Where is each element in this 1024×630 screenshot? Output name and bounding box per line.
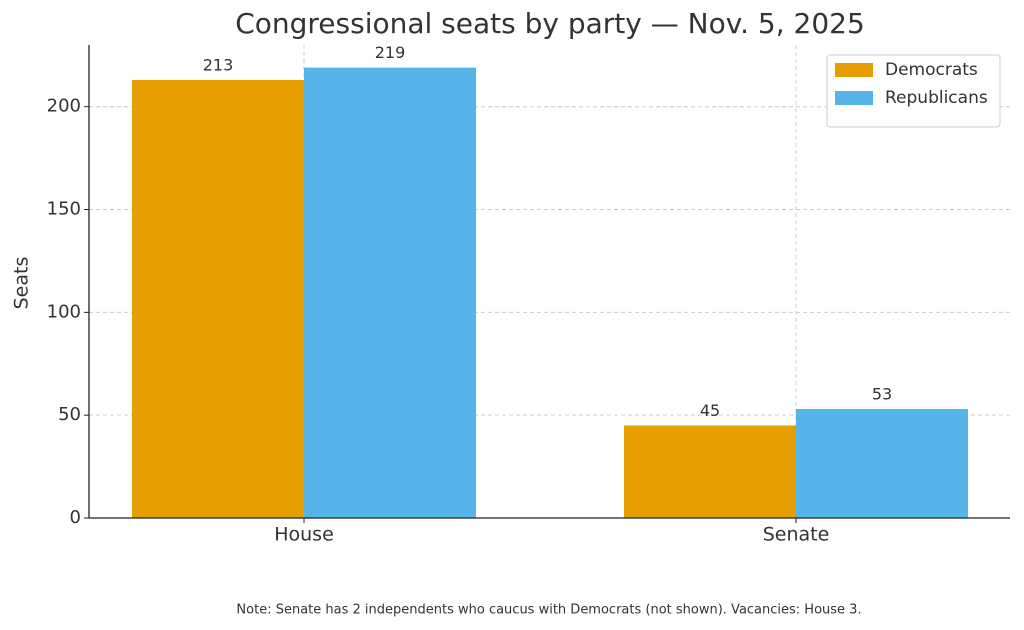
- bar: [624, 425, 796, 518]
- bar-layer: [132, 67, 968, 519]
- value-label: 53: [872, 385, 892, 404]
- value-label: 213: [203, 55, 234, 74]
- y-tick-label: 100: [47, 301, 81, 322]
- legend-label: Republicans: [885, 88, 988, 108]
- legend-swatch: [835, 91, 873, 105]
- legend-label: Democrats: [885, 60, 978, 80]
- bar: [304, 67, 476, 519]
- bar: [796, 409, 968, 518]
- x-tick-label: House: [274, 524, 334, 546]
- chart-title: Congressional seats by party — Nov. 5, 2…: [235, 7, 865, 40]
- x-tick-label: Senate: [763, 524, 830, 546]
- y-tick-label: 0: [70, 507, 81, 528]
- value-label: 219: [375, 43, 406, 62]
- y-tick-label: 200: [47, 96, 81, 117]
- legend: Democrats Republicans: [826, 54, 1001, 128]
- y-axis-label: Seats: [11, 257, 33, 310]
- note: Note: Senate has 2 independents who cauc…: [236, 603, 861, 618]
- y-tick-label: 150: [47, 199, 81, 220]
- value-label: 45: [700, 401, 720, 420]
- bar: [132, 79, 304, 518]
- legend-swatch: [835, 63, 873, 77]
- y-tick-label: 50: [58, 404, 81, 425]
